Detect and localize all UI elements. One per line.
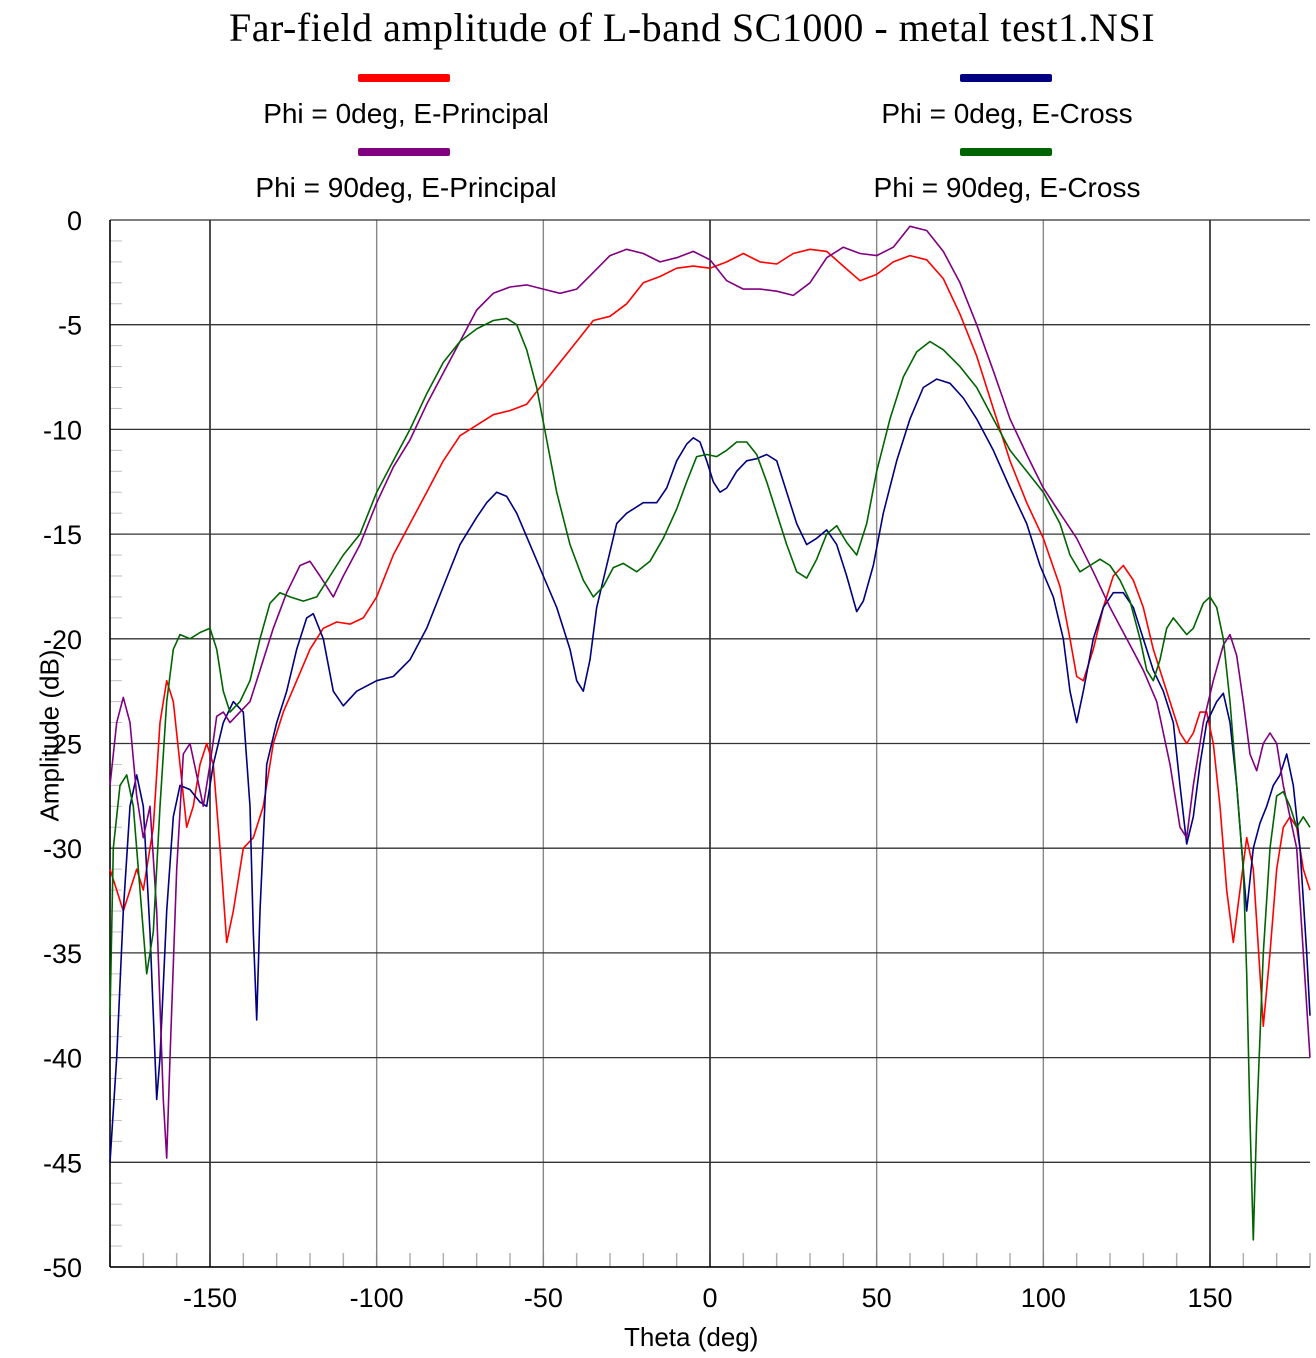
y-tick-label: -15: [43, 520, 82, 550]
y-tick-label: -45: [43, 1148, 82, 1178]
legend-label-2: Phi = 90deg, E-Principal: [255, 172, 557, 203]
legend-swatch-2: [358, 148, 450, 156]
series-line-2: [109, 225, 1311, 1159]
series-line-3: [109, 317, 1311, 1241]
y-tick-label: -50: [43, 1253, 82, 1283]
legend-swatch-0: [358, 74, 450, 82]
y-tick-label: -35: [43, 939, 82, 969]
x-tick-label: -150: [183, 1283, 237, 1313]
series-line-0: [109, 248, 1311, 1027]
x-tick-label: 50: [862, 1283, 892, 1313]
y-tick-label: -40: [43, 1044, 82, 1074]
y-axis-title: Amplitude (dB): [34, 649, 65, 822]
series-line-1: [109, 378, 1311, 1163]
x-tick-label: 100: [1021, 1283, 1066, 1313]
x-tick-label: -50: [524, 1283, 563, 1313]
y-tick-label: -10: [43, 415, 82, 445]
legend-swatch-3: [960, 148, 1052, 156]
x-tick-label: 0: [702, 1283, 717, 1313]
x-tick-label: -100: [350, 1283, 404, 1313]
x-tick-label: 150: [1187, 1283, 1232, 1313]
x-axis-title: Theta (deg): [624, 1322, 759, 1352]
chart-title: Far-field amplitude of L-band SC1000 - m…: [228, 5, 1156, 50]
y-tick-label: -5: [58, 311, 82, 341]
legend-label-0: Phi = 0deg, E-Principal: [263, 98, 549, 129]
y-tick-label: 0: [67, 206, 82, 236]
legend-label-1: Phi = 0deg, E-Cross: [881, 98, 1133, 129]
legend-label-3: Phi = 90deg, E-Cross: [873, 172, 1141, 203]
legend-swatch-1: [960, 74, 1052, 82]
